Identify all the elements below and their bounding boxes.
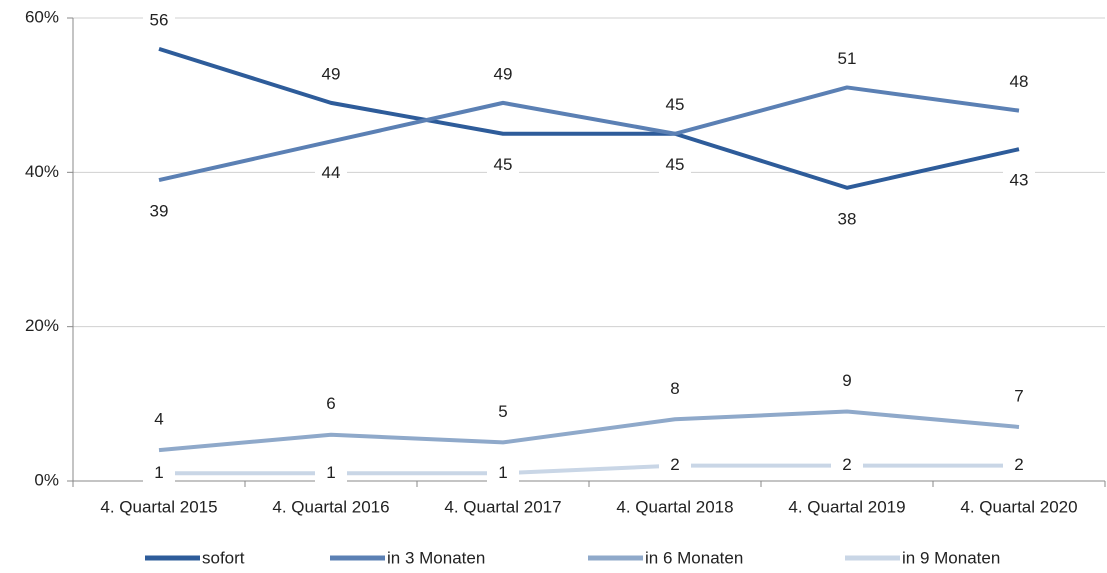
label-bg [315, 64, 347, 85]
y-tick-label: 40% [25, 162, 59, 181]
data-label: 7 [1014, 386, 1023, 405]
data-label: 1 [154, 463, 163, 482]
x-tick-label: 4. Quartal 2015 [100, 497, 217, 516]
data-label: 45 [666, 95, 685, 114]
series-line [158, 409, 1020, 453]
data-label: 45 [666, 155, 685, 174]
label-bg [1003, 455, 1035, 476]
data-label: 6 [326, 394, 335, 413]
data-label: 51 [838, 49, 857, 68]
label-bg [143, 10, 175, 31]
data-label: 44 [322, 163, 341, 182]
label-bg [487, 155, 519, 176]
x-tick-label: 4. Quartal 2019 [788, 497, 905, 516]
label-bg [659, 155, 691, 176]
label-bg [659, 95, 691, 116]
series-line [158, 85, 1020, 183]
y-tick-label: 20% [25, 316, 59, 335]
label-bg [315, 394, 347, 415]
label-bg [487, 463, 519, 484]
x-tick-label: 4. Quartal 2016 [272, 497, 389, 516]
label-bg [487, 64, 519, 85]
data-label: 39 [150, 202, 169, 221]
legend-label: sofort [202, 548, 245, 567]
data-label: 38 [838, 209, 857, 228]
data-label: 49 [322, 64, 341, 83]
label-bg [659, 455, 691, 476]
label-bg [487, 402, 519, 423]
series-line [159, 463, 1019, 476]
x-tick-label: 4. Quartal 2017 [444, 497, 561, 516]
label-bg [1003, 171, 1035, 192]
label-bg [831, 209, 863, 230]
data-label: 1 [326, 463, 335, 482]
data-label: 2 [1014, 455, 1023, 474]
label-bg [315, 463, 347, 484]
data-label: 43 [1010, 171, 1029, 190]
label-bg [1003, 72, 1035, 93]
legend-label: in 3 Monaten [387, 548, 485, 567]
label-bg [831, 455, 863, 476]
data-label: 45 [494, 155, 513, 174]
legend-label: in 6 Monaten [645, 548, 743, 567]
data-label: 4 [154, 410, 163, 429]
data-label: 8 [670, 379, 679, 398]
data-label: 5 [498, 402, 507, 421]
data-label: 48 [1010, 72, 1029, 91]
series-line [158, 46, 1020, 190]
data-label: 49 [494, 64, 513, 83]
label-bg [143, 463, 175, 484]
label-bg [143, 410, 175, 431]
data-label: 2 [842, 455, 851, 474]
label-bg [831, 49, 863, 70]
label-bg [659, 379, 691, 400]
x-tick-label: 4. Quartal 2018 [616, 497, 733, 516]
data-label: 9 [842, 371, 851, 390]
x-tick-label: 4. Quartal 2020 [960, 497, 1077, 516]
label-bg [315, 163, 347, 184]
data-label: 56 [150, 10, 169, 29]
label-bg [1003, 386, 1035, 407]
legend-label: in 9 Monaten [902, 548, 1000, 567]
label-bg [831, 371, 863, 392]
label-bg [143, 202, 175, 223]
data-label: 1 [498, 463, 507, 482]
y-tick-label: 60% [25, 7, 59, 26]
y-tick-label: 0% [34, 470, 59, 489]
data-label: 2 [670, 455, 679, 474]
